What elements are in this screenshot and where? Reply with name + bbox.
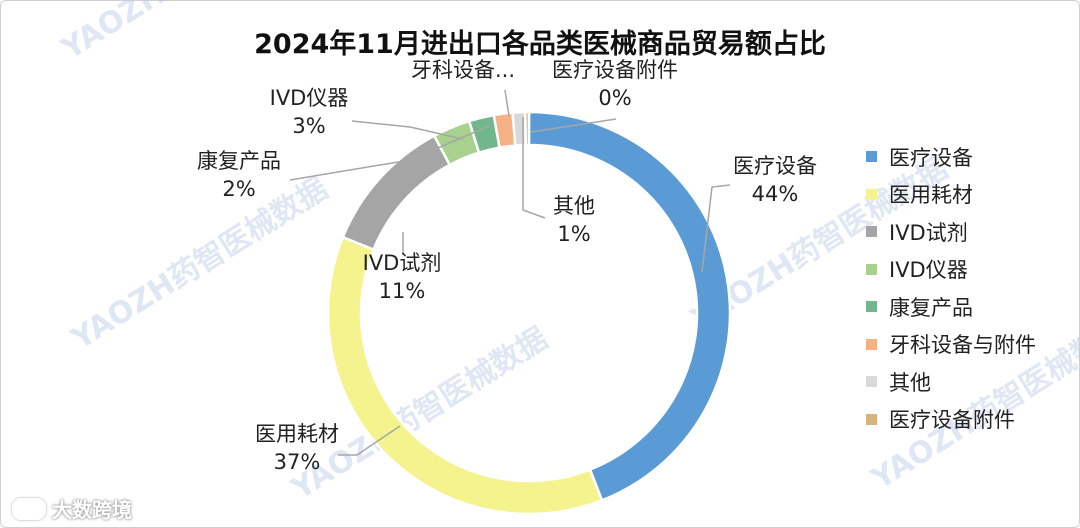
watermark-text: YAOZH药智医械数据 [65, 171, 334, 357]
leader-lines [289, 89, 731, 456]
legend-item: 医疗设备附件 [866, 401, 1036, 439]
footer-brand: 大数跨境 [12, 494, 132, 523]
legend-label: 医用耗材 [889, 183, 973, 208]
leader-line [522, 117, 546, 219]
legend-swatch-icon [866, 413, 877, 425]
legend-item: 康复产品 [866, 288, 1036, 326]
legend-label: 牙科设备与附件 [889, 333, 1036, 358]
legend-label: 康复产品 [889, 295, 973, 320]
chart-title: 2024年11月进出口各品类医械商品贸易额占比 [254, 29, 826, 60]
legend-swatch-icon [866, 226, 877, 238]
leader-line [504, 89, 510, 117]
legend-item: 牙科设备与附件 [866, 326, 1036, 364]
slice-percent-label: 3% [292, 114, 325, 138]
watermark-text: YAOZH药智医械数据 [55, 0, 324, 67]
legend-item: 医疗设备 [866, 138, 1036, 176]
slice-label: IVD试剂 [363, 251, 442, 275]
slice-8 [523, 110, 531, 147]
legend-item: 其他 [866, 363, 1036, 401]
data-labels: 医疗设备 44% 医用耗材 37% IVD试剂 11% IVD仪器 3% 康复产品 2% 牙科设备.… [197, 58, 817, 474]
leader-line [289, 125, 490, 181]
donut-slices [326, 110, 732, 516]
slice-3 [341, 134, 452, 252]
legend-label: 其他 [889, 370, 931, 395]
slice-label: 医疗设备 [733, 154, 817, 178]
legend-label: IVD仪器 [889, 258, 968, 283]
slice-label: 医疗设备附件 [552, 58, 678, 82]
slice-label: 康复产品 [197, 149, 281, 173]
slice-label: IVD仪器 [270, 86, 349, 110]
slice-7 [511, 110, 528, 147]
legend-swatch-icon [866, 301, 877, 313]
slice-label: 牙科设备... [411, 58, 515, 82]
legend-swatch-icon [866, 263, 877, 275]
legend-swatch-icon [866, 376, 877, 388]
leader-line [338, 425, 401, 456]
slice-percent-label: 0% [598, 86, 631, 110]
legend-swatch-icon [866, 188, 877, 200]
legend-swatch-icon [866, 338, 877, 350]
footer-brand-text: 大数跨境 [52, 498, 132, 522]
slice-percent-label: 11% [379, 279, 426, 303]
slice-label: 医用耗材 [255, 422, 339, 446]
slice-1 [527, 110, 732, 502]
slice-percent-label: 1% [557, 222, 590, 246]
legend-swatch-icon [866, 151, 877, 163]
legend-label: 医疗设备 [889, 145, 973, 170]
slice-label: 其他 [553, 194, 595, 218]
legend-item: IVD试剂 [866, 213, 1036, 251]
legend-item: IVD仪器 [866, 251, 1036, 289]
leader-line [701, 184, 731, 273]
slice-percent-label: 37% [274, 450, 321, 474]
slice-percent-label: 2% [222, 177, 255, 201]
leader-line [530, 118, 617, 133]
legend: 医疗设备医用耗材 IVD试剂 IVD仪器康复产品牙科设备与附件 其他医疗设备附件 [866, 138, 1036, 438]
brand-logo-icon [12, 497, 46, 520]
slice-percent-label: 44% [752, 182, 799, 206]
legend-label: 医疗设备附件 [889, 408, 1015, 433]
legend-label: IVD试剂 [889, 220, 968, 245]
leader-line [351, 120, 464, 140]
legend-item: 医用耗材 [866, 176, 1036, 214]
